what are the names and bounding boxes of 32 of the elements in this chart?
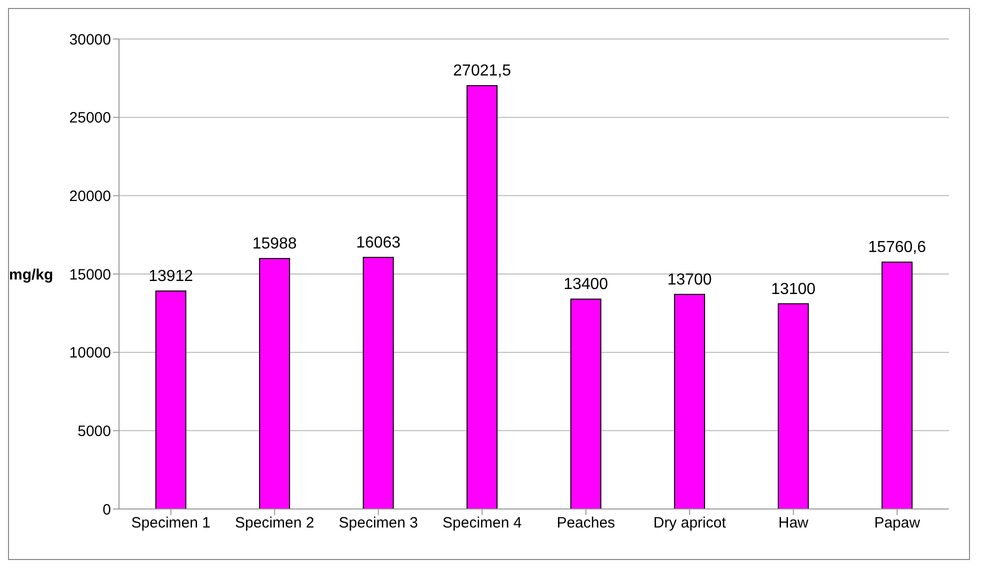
y-tick-label: 20000 xyxy=(69,188,111,205)
x-tick-label: Specimen 2 xyxy=(235,514,314,532)
y-tick-label: 15000 xyxy=(69,266,111,284)
bar xyxy=(466,85,498,509)
y-tick-label: 10000 xyxy=(69,344,111,362)
y-tick-label: 25000 xyxy=(69,110,111,127)
y-tick-label: 5000 xyxy=(78,422,111,440)
data-label: 16063 xyxy=(356,234,401,252)
x-tick-label: Dry apricot xyxy=(653,514,727,532)
data-label: 13100 xyxy=(771,280,816,298)
x-tick-label: Haw xyxy=(778,514,809,532)
bar xyxy=(778,303,809,509)
data-label: 13400 xyxy=(564,276,608,294)
data-label: 13912 xyxy=(148,268,194,286)
x-tick-label: Peaches xyxy=(556,514,616,532)
bar xyxy=(882,262,913,509)
bar xyxy=(155,290,186,509)
x-tick-label: Specimen 1 xyxy=(131,514,210,532)
bar xyxy=(259,258,290,509)
data-label: 15760,6 xyxy=(868,239,926,256)
x-tick-label: Specimen 4 xyxy=(442,514,522,532)
x-tick-label: Specimen 3 xyxy=(338,514,418,532)
bar xyxy=(362,256,394,509)
bar xyxy=(674,294,706,509)
y-axis-title: mg/kg xyxy=(9,266,54,284)
data-label: 13700 xyxy=(667,271,712,288)
bar xyxy=(570,298,602,509)
y-tick-label: 0 xyxy=(102,501,111,518)
data-label: 27021,5 xyxy=(453,62,512,80)
y-tick-label: 30000 xyxy=(69,31,111,48)
x-tick-label: Papaw xyxy=(874,514,920,532)
data-label: 15988 xyxy=(252,236,297,253)
